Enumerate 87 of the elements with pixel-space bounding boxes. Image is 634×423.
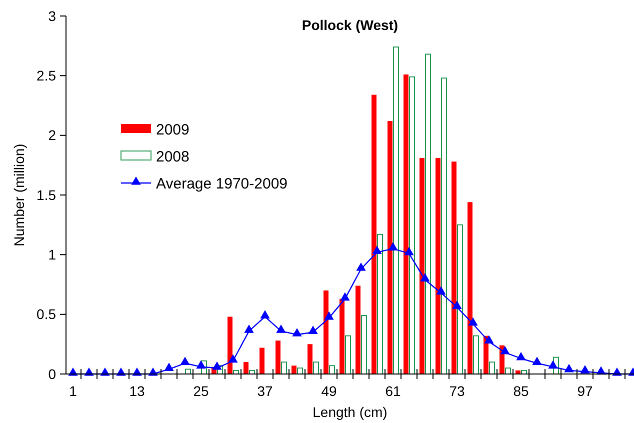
bar <box>457 224 463 374</box>
bar <box>452 162 456 374</box>
point <box>484 335 494 344</box>
bar <box>372 94 376 374</box>
point <box>420 273 430 282</box>
bar <box>361 315 367 374</box>
bar <box>313 362 319 374</box>
bar <box>281 362 287 374</box>
bar <box>420 158 424 374</box>
point <box>564 364 574 372</box>
bar <box>441 78 447 374</box>
bar <box>185 368 191 374</box>
x-tick-label: 97 <box>577 383 593 399</box>
y-tick-label: 2 <box>48 127 56 144</box>
bar <box>228 316 232 374</box>
point <box>308 326 318 334</box>
x-tick-label: 13 <box>129 383 145 399</box>
bar <box>356 286 360 374</box>
bar <box>388 121 392 374</box>
bar <box>425 54 431 374</box>
point <box>340 292 350 301</box>
bar <box>249 370 255 374</box>
x-tick-label: 49 <box>321 383 337 399</box>
y-tick-label: 0.5 <box>36 306 56 322</box>
y-tick-label: 1 <box>48 246 56 263</box>
bar <box>505 368 511 374</box>
bar <box>468 202 472 374</box>
bar <box>329 365 335 374</box>
y-tick-label: 1.5 <box>36 186 56 203</box>
point <box>436 286 446 295</box>
point <box>180 356 190 366</box>
point <box>404 246 414 256</box>
legend-label: 2009 <box>156 121 190 138</box>
bar <box>489 362 495 374</box>
point <box>580 365 590 374</box>
point <box>468 317 478 326</box>
point <box>212 361 222 370</box>
point <box>356 262 366 271</box>
bar <box>340 298 344 374</box>
point <box>164 362 174 371</box>
x-tick-label: 73 <box>449 383 465 399</box>
bar <box>201 360 207 374</box>
point <box>276 324 286 333</box>
bar <box>393 46 399 374</box>
legend-label: Average 1970-2009 <box>156 175 288 192</box>
bar <box>233 370 239 374</box>
point <box>500 346 510 354</box>
y-tick-label: 3 <box>48 8 56 24</box>
point <box>388 242 398 250</box>
point <box>228 354 238 363</box>
x-tick-label: 37 <box>257 383 273 399</box>
bar <box>260 348 264 374</box>
bar <box>404 74 408 374</box>
bar <box>297 368 303 374</box>
bar <box>377 234 383 374</box>
x-tick-label: 85 <box>513 383 529 399</box>
y-tick-label: 2.5 <box>36 68 56 84</box>
chart-title: Pollock (West) <box>302 17 398 33</box>
point <box>372 246 382 254</box>
point <box>292 328 302 336</box>
bar <box>308 344 312 374</box>
bar <box>324 290 328 374</box>
bar <box>345 335 351 374</box>
point <box>196 360 206 369</box>
legend-label: 2008 <box>156 148 190 166</box>
x-axis-title: Length (cm) <box>312 404 388 420</box>
point <box>244 324 254 333</box>
y-axis-title: Number (million) <box>11 144 27 246</box>
point <box>548 360 558 369</box>
x-tick-label: 25 <box>193 383 209 399</box>
y-tick-label: 0 <box>48 366 56 382</box>
bar <box>521 370 527 374</box>
bar <box>276 340 280 374</box>
point <box>260 310 270 318</box>
x-tick-label: 1 <box>69 383 78 399</box>
bar <box>217 365 223 374</box>
bar <box>409 76 415 374</box>
bar <box>244 362 248 374</box>
bar <box>473 335 479 374</box>
point <box>324 311 334 320</box>
bar <box>292 366 296 374</box>
bar <box>553 356 559 374</box>
x-tick-label: 61 <box>385 383 401 399</box>
point <box>532 356 542 366</box>
point <box>516 352 526 360</box>
bar <box>436 158 440 374</box>
point <box>452 300 462 309</box>
